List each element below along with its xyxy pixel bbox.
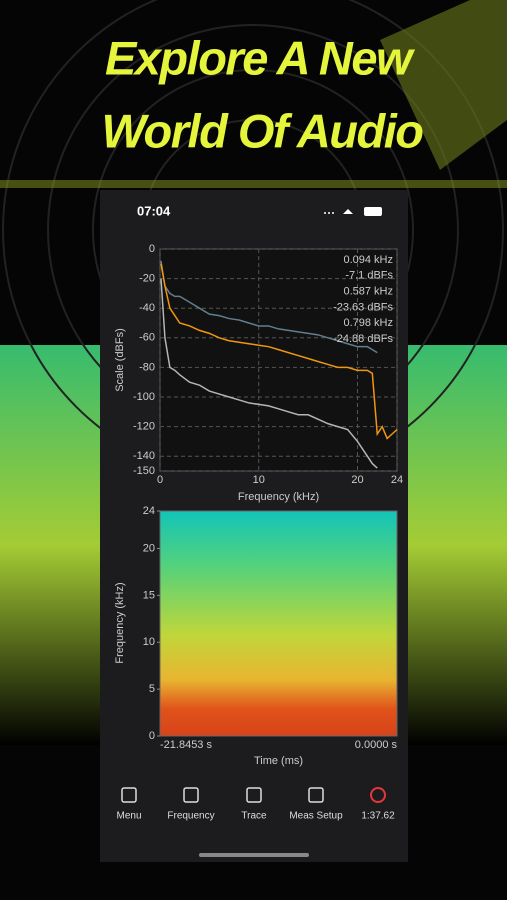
y-tick-label: 20 — [143, 542, 155, 554]
y-tick-label: -140 — [133, 450, 155, 462]
deco — [380, 0, 507, 170]
series-line — [160, 278, 378, 469]
spectrogram-image — [160, 511, 397, 736]
tab-icon — [121, 787, 137, 803]
readout: 0.798 kHz — [343, 317, 393, 329]
tab-label[interactable]: 1:37.62 — [361, 811, 395, 822]
tab-label[interactable]: Meas Setup — [289, 811, 343, 822]
readout: -23.63 dBFs — [333, 301, 393, 313]
tab-label[interactable]: Frequency — [167, 811, 214, 822]
time-label: 0.0000 s — [355, 739, 398, 751]
deco-band — [0, 180, 507, 188]
time-label: -21.8453 s — [160, 739, 212, 751]
x-axis-title: Frequency (kHz) — [238, 491, 319, 503]
y-tick-label: -100 — [133, 391, 155, 403]
tab-label[interactable]: Trace — [241, 811, 267, 822]
y-tick-label: -60 — [139, 332, 155, 344]
x-tick-label: 24 — [391, 474, 403, 486]
record-icon — [370, 787, 386, 803]
y-tick-label: 0 — [149, 243, 155, 255]
y-tick-label: 10 — [143, 636, 155, 648]
y-tick-label: 5 — [149, 683, 155, 695]
x-tick-label: 20 — [351, 474, 363, 486]
status-time: 07:04 — [137, 203, 171, 218]
y-tick-label: 0 — [149, 730, 155, 742]
readout: 0.587 kHz — [343, 286, 393, 298]
tab-icon — [308, 787, 324, 803]
x-tick-label: 10 — [253, 474, 265, 486]
side-glow — [408, 345, 507, 745]
y-tick-label: 24 — [143, 505, 155, 517]
headline: Explore A New — [105, 31, 416, 84]
y-tick-label: -150 — [133, 465, 155, 477]
tab-icon — [183, 787, 199, 803]
series-line — [160, 263, 398, 440]
tab-icon — [246, 787, 262, 803]
y-tick-label: -120 — [133, 421, 155, 433]
readout: -7.1 dBFs — [345, 270, 393, 282]
plot-area — [159, 248, 398, 472]
x-axis-title: Time (ms) — [254, 755, 303, 767]
side-glow — [0, 345, 100, 745]
y-tick-label: -80 — [139, 361, 155, 373]
x-tick-label: 0 — [157, 474, 163, 486]
home-indicator — [199, 853, 309, 857]
headline: World Of Audio — [102, 104, 424, 157]
y-tick-label: -20 — [139, 273, 155, 285]
plot-frame — [159, 510, 398, 737]
y-tick-label: 15 — [143, 589, 155, 601]
tab-label[interactable]: Menu — [116, 811, 141, 822]
readout: -24.88 dBFs — [333, 333, 393, 345]
status-icons — [324, 207, 382, 216]
series-line — [160, 260, 378, 354]
y-tick-label: -40 — [139, 302, 155, 314]
y-axis-title: Scale (dBFs) — [114, 328, 126, 392]
readout: 0.094 kHz — [343, 254, 393, 266]
y-axis-title: Frequency (kHz) — [114, 582, 126, 663]
